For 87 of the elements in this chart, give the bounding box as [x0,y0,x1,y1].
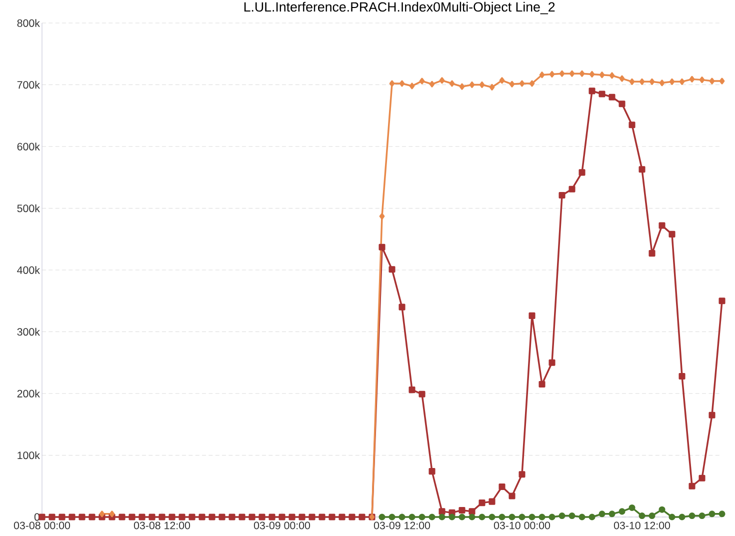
point [589,70,595,78]
point [489,84,495,90]
point [458,514,466,520]
point [529,80,535,87]
point [399,80,405,87]
point [499,77,505,84]
x-tick-label: 03-10 12:00 [614,522,670,530]
chart-title: L.UL.Interference.PRACH.Index0Multi-Object Line_2 [244,2,555,14]
point [609,72,615,79]
point [109,510,115,518]
point [528,514,536,520]
point [638,512,646,520]
point [579,70,585,77]
point [449,80,455,87]
point [509,80,515,88]
point [498,514,506,520]
y-tick-label: 500k [17,204,40,212]
point [388,514,396,520]
point [408,514,416,520]
point [608,510,616,518]
y-tick-label: 100k [18,451,40,460]
point [698,512,706,520]
point [379,213,385,220]
point [429,80,435,88]
point [578,514,586,520]
point [569,70,575,77]
point [99,510,105,518]
point [398,514,406,520]
point [699,76,705,84]
point [558,512,566,520]
x-tick-label: 03-08 00:00 [14,522,70,530]
point [618,508,626,515]
point [559,70,565,77]
point [708,510,716,518]
point [428,514,436,520]
point [378,514,386,520]
point [448,514,456,520]
point [689,76,695,82]
point [679,78,685,85]
x-tick-label: 03-10 00:00 [494,522,550,530]
point [669,78,675,85]
point [599,72,605,78]
point [688,512,696,520]
point [488,514,496,520]
point [629,78,635,85]
point [709,78,715,84]
point [439,77,445,84]
point [519,80,525,87]
point [548,514,556,520]
y-tick-label: 400k [17,266,40,274]
x-tick-label: 03-09 00:00 [254,522,310,530]
y-tick-label: 600k [17,142,40,150]
point [718,510,726,518]
point [598,510,606,518]
point [419,78,425,84]
point [438,514,446,520]
point [549,70,555,78]
y-tick-label: 800k [17,19,40,27]
x-tick-label: 03-09 12:00 [374,522,430,530]
point [628,504,636,512]
point [619,75,625,82]
point [678,514,686,520]
point [539,72,545,78]
point [538,514,546,520]
point [389,80,395,87]
point [648,512,656,520]
point [409,82,415,90]
y-tick-label: 300k [17,328,40,336]
point [418,514,426,520]
point [459,83,465,90]
point [649,78,655,85]
point [468,514,476,520]
point [479,81,485,88]
point [668,514,676,520]
point [478,514,486,520]
point [518,514,526,520]
point [639,78,645,85]
point [469,81,475,88]
point [588,514,596,520]
point [568,512,576,520]
point [508,514,516,520]
point [719,78,725,84]
point [659,80,665,86]
y-tick-label: 200k [17,390,40,398]
x-tick-label: 03-08 12:00 [134,522,190,530]
y-tick-label: 700k [17,80,40,89]
point [658,506,666,513]
